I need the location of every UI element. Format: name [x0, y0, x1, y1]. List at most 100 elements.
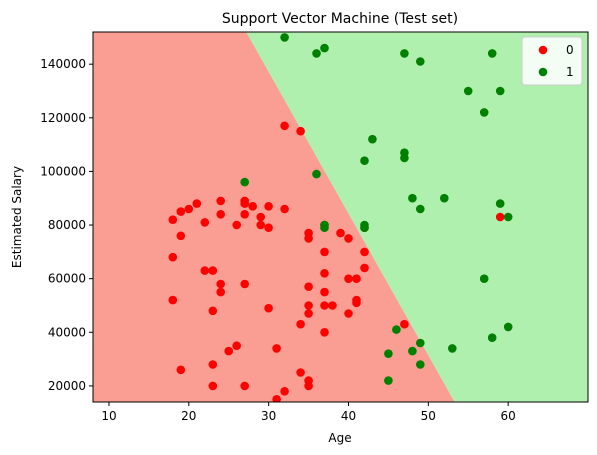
point-class-0 [304, 234, 313, 243]
point-class-0 [344, 234, 353, 243]
point-class-0 [344, 309, 353, 318]
point-class-1 [463, 86, 473, 96]
y-tick-label: 140000 [40, 57, 86, 71]
point-class-0 [168, 215, 178, 224]
point-class-0 [296, 319, 305, 329]
point-class-0 [208, 381, 218, 391]
point-class-1 [503, 212, 513, 222]
point-class-0 [248, 202, 257, 211]
point-class-1 [280, 33, 289, 42]
point-class-0 [256, 220, 266, 230]
point-class-0 [208, 306, 218, 316]
point-class-0 [320, 247, 329, 257]
point-class-1 [416, 360, 425, 369]
y-tick-label: 40000 [48, 325, 86, 339]
point-class-1 [360, 223, 369, 232]
x-tick-label: 30 [261, 409, 276, 423]
y-tick-label: 20000 [48, 379, 86, 393]
plot-area [93, 32, 588, 402]
point-class-1 [408, 193, 417, 203]
point-class-1 [416, 57, 425, 66]
point-class-0 [216, 279, 225, 289]
point-class-0 [176, 365, 186, 375]
point-class-0 [176, 207, 186, 216]
point-class-0 [272, 344, 281, 353]
point-class-0 [168, 252, 178, 262]
point-class-1 [320, 43, 329, 53]
point-class-0 [328, 301, 337, 310]
x-tick-label: 50 [421, 409, 436, 423]
y-tick-label: 80000 [48, 218, 86, 232]
point-class-0 [280, 121, 289, 131]
point-class-1 [320, 223, 329, 232]
legend-marker-0 [538, 45, 548, 55]
point-class-0 [304, 381, 313, 391]
plot-frame [92, 31, 589, 403]
x-axis-ticks: 10 20 30 40 50 60 [101, 402, 516, 423]
point-class-0 [256, 212, 266, 222]
chart-title: Support Vector Machine (Test set) [222, 11, 458, 27]
point-class-1 [440, 193, 449, 203]
point-class-1 [416, 204, 425, 214]
point-class-0 [304, 301, 313, 310]
point-class-1 [368, 134, 377, 144]
point-class-0 [296, 126, 305, 136]
point-class-0 [400, 319, 409, 329]
x-axis-label: Age [328, 431, 351, 445]
legend-marker-1 [538, 67, 548, 77]
point-class-0 [240, 196, 249, 206]
point-class-0 [240, 381, 249, 391]
point-class-0 [280, 387, 289, 396]
legend-box [521, 36, 583, 86]
point-class-1 [384, 376, 393, 385]
point-class-1 [487, 49, 497, 58]
point-class-0 [208, 360, 218, 369]
point-class-1 [479, 108, 489, 117]
point-class-0 [336, 228, 345, 238]
point-class-0 [184, 204, 194, 214]
point-class-0 [200, 266, 210, 275]
point-class-0 [168, 295, 178, 305]
y-axis-label: Estimated Salary [10, 166, 24, 268]
point-class-0 [192, 199, 202, 208]
point-class-0 [320, 301, 329, 310]
legend: 01 [521, 36, 583, 86]
point-class-1 [503, 322, 513, 332]
point-class-1 [495, 86, 505, 96]
point-class-0 [280, 204, 289, 214]
y-tick-label: 120000 [40, 111, 86, 125]
point-class-0 [352, 298, 361, 308]
x-tick-label: 60 [501, 409, 516, 423]
point-class-1 [416, 338, 425, 348]
point-class-1 [448, 344, 457, 353]
x-tick-label: 20 [181, 409, 196, 423]
point-class-0 [208, 266, 218, 275]
point-class-0 [360, 247, 369, 257]
point-class-1 [384, 349, 393, 359]
y-axis-ticks: 20000 40000 60000 80000 100000 120000 140000 [40, 57, 93, 393]
point-class-0 [264, 202, 273, 211]
decision-region-class-1 [246, 32, 588, 402]
point-class-0 [232, 220, 241, 230]
point-class-0 [304, 309, 313, 318]
point-class-1 [400, 153, 409, 163]
legend-label-1: 1 [566, 65, 574, 79]
point-class-0 [495, 212, 505, 222]
point-class-0 [360, 263, 369, 273]
point-class-1 [312, 169, 321, 179]
point-class-1 [495, 199, 505, 208]
point-class-0 [216, 210, 225, 219]
x-tick-label: 10 [101, 409, 116, 423]
y-tick-label: 60000 [48, 272, 86, 286]
point-class-1 [487, 333, 497, 343]
point-class-0 [216, 196, 225, 206]
point-class-0 [296, 368, 305, 377]
point-class-1 [479, 274, 489, 284]
decision-region-class-0 [93, 32, 455, 402]
point-class-0 [176, 231, 186, 241]
data-points [168, 33, 513, 402]
point-class-0 [264, 223, 273, 232]
point-class-0 [240, 279, 249, 289]
point-class-0 [216, 287, 225, 297]
